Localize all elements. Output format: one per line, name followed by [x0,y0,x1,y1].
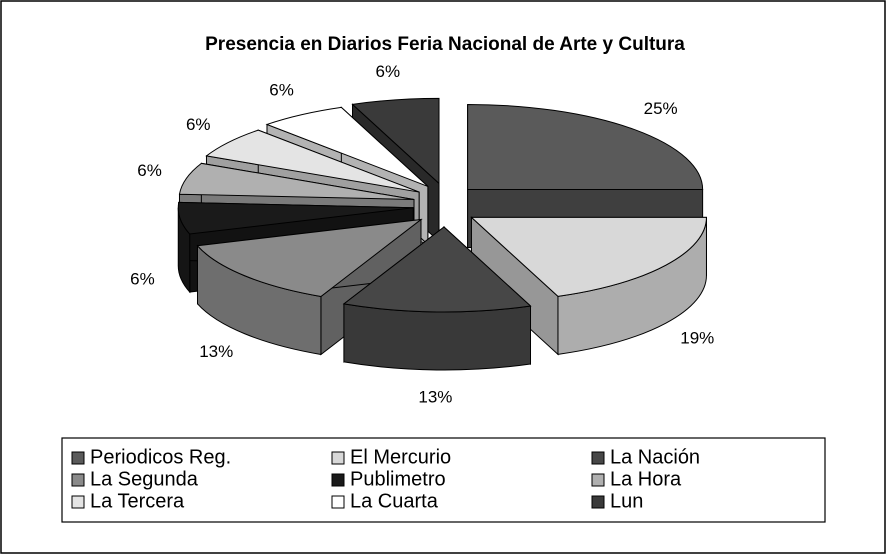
chart-title: Presencia en Diarios Feria Nacional de A… [205,34,685,55]
legend-label: Periodicos Reg. [90,446,231,468]
legend-label: La Tercera [90,490,185,512]
legend-box [61,437,826,523]
legend-label: La Segunda [90,468,199,490]
slice [467,103,704,190]
legend-swatch [71,451,85,465]
slice [265,106,429,187]
slice [196,218,423,297]
legend-label: Publimetro [350,468,446,490]
slice [351,97,440,185]
legend-swatch [591,451,605,465]
slice [177,201,414,235]
legend-swatch [71,473,85,487]
legend-swatch [331,451,345,465]
legend-swatch [71,495,85,509]
slice [470,216,707,297]
slice-side [343,303,532,371]
legend-swatch [331,495,345,509]
slice [342,226,532,313]
data-label: 6% [186,115,211,134]
legend-swatch [591,495,605,509]
data-label: 19% [680,328,714,347]
data-label: 25% [644,99,678,118]
data-label: 13% [418,387,452,406]
data-label: 6% [137,161,162,180]
legend-swatch [331,473,345,487]
legend-label: La Nación [610,446,700,468]
legend-label: Lun [610,490,643,512]
legend-label: El Mercurio [350,446,451,468]
slice [178,162,415,201]
legend-label: La Hora [610,468,682,490]
data-label: 6% [130,269,155,288]
legend-label: La Cuarta [350,490,439,512]
data-label: 6% [376,62,401,81]
legend-swatch [591,473,605,487]
slice [205,129,420,193]
data-label: 6% [269,81,294,100]
data-label: 13% [199,342,233,361]
